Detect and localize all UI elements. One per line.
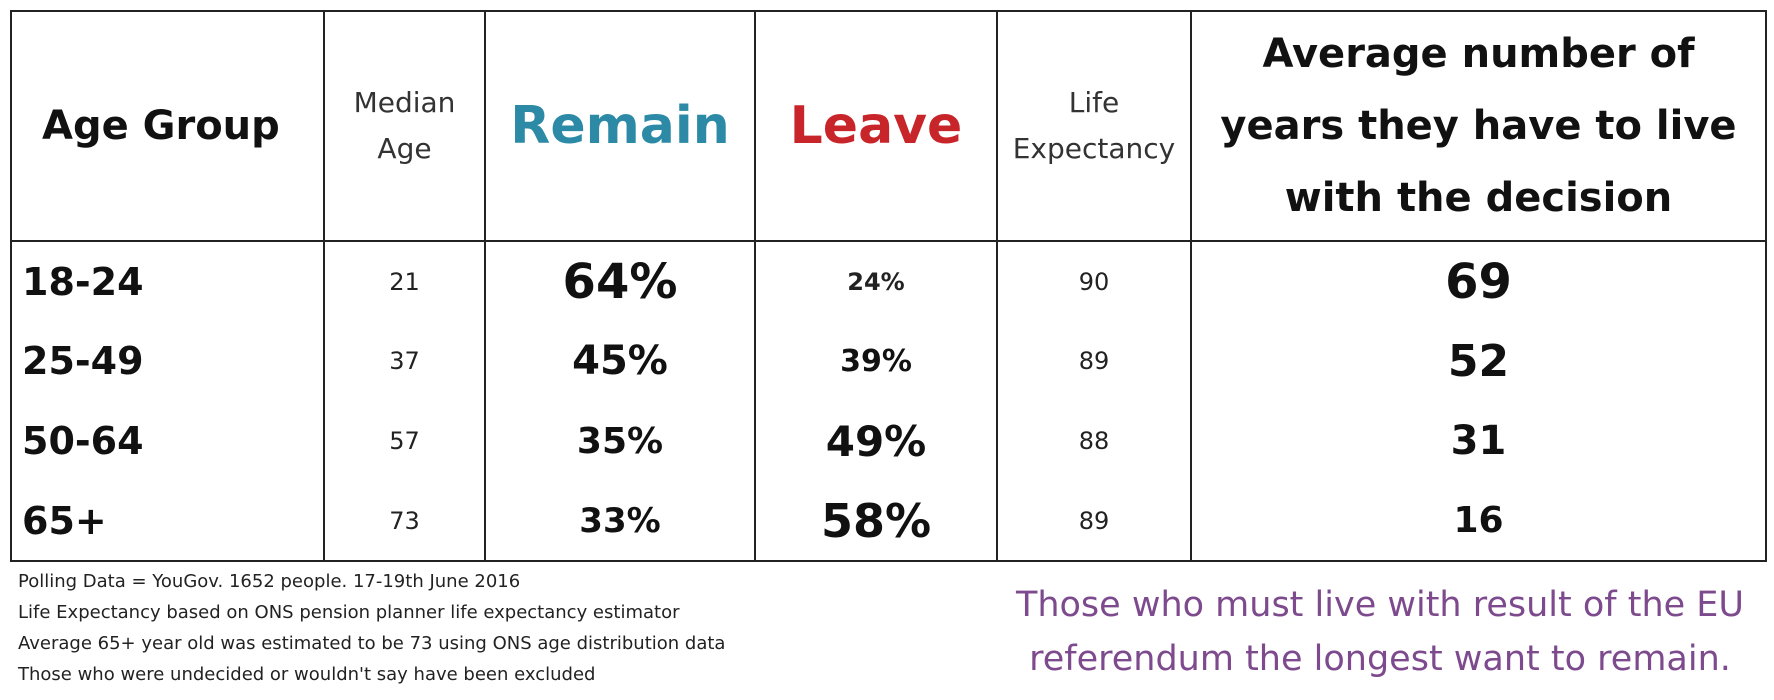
note-line: Polling Data = YouGov. 1652 people. 17-1… [18, 571, 521, 592]
cell-leave: 58% [754, 481, 998, 562]
cell-median-age: 37 [323, 321, 486, 401]
cell-age-group: 65+ [10, 481, 325, 562]
cell-age-group: 25-49 [10, 321, 325, 401]
cell-remain: 33% [484, 481, 756, 562]
note-line: Average 65+ year old was estimated to be… [18, 633, 726, 654]
cell-years: 69 [1190, 240, 1767, 321]
cell-median-age: 73 [323, 481, 486, 562]
header-row: Age Group Median Age Remain Leave Life E… [10, 10, 1767, 242]
cell-life-expectancy: 89 [996, 481, 1192, 562]
header-remain: Remain [484, 10, 756, 242]
cell-median-age: 57 [323, 401, 486, 481]
cell-life-expectancy: 88 [996, 401, 1192, 481]
header-leave: Leave [754, 10, 998, 242]
cell-age-group: 50-64 [10, 401, 325, 481]
cell-years: 52 [1190, 321, 1767, 401]
cell-leave: 24% [754, 240, 998, 321]
table-row: 65+ 73 33% 58% 89 16 [10, 481, 1767, 562]
caption-line: referendum the longest want to remain. [1029, 639, 1731, 679]
table-row: 50-64 57 35% 49% 88 31 [10, 401, 1767, 481]
caption-line: Those who must live with result of the E… [1015, 585, 1745, 625]
table-row: 25-49 37 45% 39% 89 52 [10, 321, 1767, 401]
cell-years: 31 [1190, 401, 1767, 481]
source-notes: Polling Data = YouGov. 1652 people. 17-1… [18, 566, 725, 690]
cell-life-expectancy: 90 [996, 240, 1192, 321]
header-age-group: Age Group [10, 10, 325, 242]
cell-remain: 45% [484, 321, 756, 401]
cell-age-group: 18-24 [10, 240, 325, 321]
header-years-to-live: Average number of years they have to liv… [1190, 10, 1767, 242]
note-line: Life Expectancy based on ONS pension pla… [18, 602, 680, 623]
referendum-table: Age Group Median Age Remain Leave Life E… [10, 10, 1767, 562]
caption: Those who must live with result of the E… [990, 578, 1770, 686]
cell-leave: 39% [754, 321, 998, 401]
header-median-age: Median Age [323, 10, 486, 242]
header-life-expectancy: Life Expectancy [996, 10, 1192, 242]
cell-leave: 49% [754, 401, 998, 481]
note-line: Those who were undecided or wouldn't say… [18, 664, 596, 685]
cell-life-expectancy: 89 [996, 321, 1192, 401]
cell-remain: 64% [484, 240, 756, 321]
cell-years: 16 [1190, 481, 1767, 562]
cell-remain: 35% [484, 401, 756, 481]
table-row: 18-24 21 64% 24% 90 69 [10, 240, 1767, 321]
cell-median-age: 21 [323, 240, 486, 321]
